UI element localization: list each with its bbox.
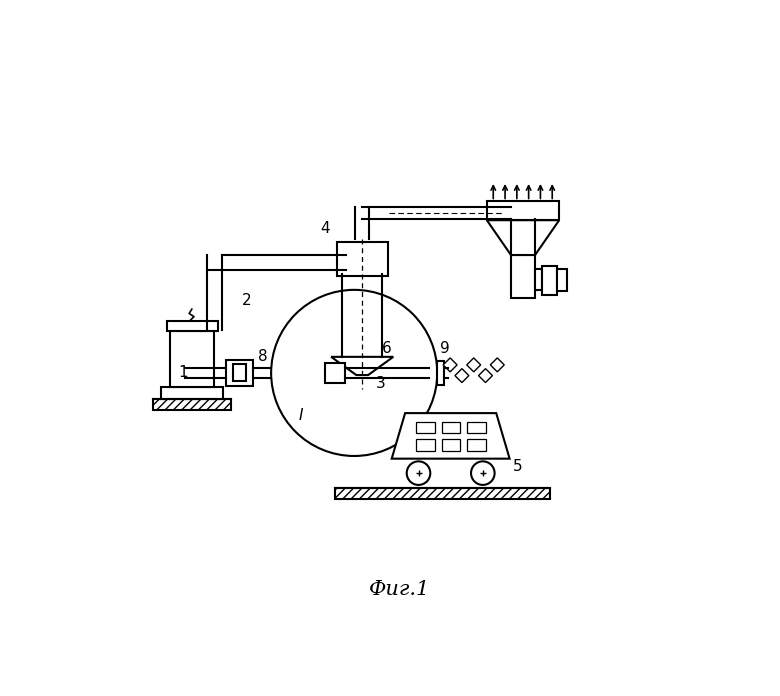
Bar	[541, 266, 556, 295]
Text: 5: 5	[512, 459, 523, 474]
Bar	[441, 422, 460, 434]
Circle shape	[471, 461, 495, 485]
Bar	[416, 422, 434, 434]
Text: 8: 8	[258, 349, 268, 364]
Polygon shape	[466, 358, 480, 372]
Text: 2: 2	[243, 293, 252, 308]
Bar	[416, 439, 434, 450]
Bar	[487, 201, 559, 220]
Polygon shape	[443, 358, 457, 372]
Bar	[438, 361, 444, 385]
Text: Фиг.1: Фиг.1	[369, 580, 431, 599]
Text: I: I	[299, 409, 303, 423]
Polygon shape	[479, 369, 492, 383]
Circle shape	[406, 461, 431, 485]
Bar	[441, 439, 460, 450]
Bar	[511, 255, 535, 298]
Bar	[167, 321, 218, 331]
Text: 4: 4	[320, 221, 329, 236]
Bar	[153, 399, 231, 411]
Circle shape	[271, 290, 438, 456]
Bar	[161, 387, 223, 399]
Bar	[467, 439, 486, 450]
Polygon shape	[491, 358, 504, 372]
Text: 6: 6	[381, 341, 392, 356]
Bar	[335, 488, 550, 500]
Bar	[337, 242, 388, 276]
Text: 9: 9	[441, 341, 450, 356]
Polygon shape	[392, 413, 509, 459]
Bar	[225, 360, 254, 386]
Bar	[535, 269, 541, 290]
Polygon shape	[332, 357, 393, 375]
Text: 1: 1	[178, 365, 187, 381]
Bar	[467, 422, 486, 434]
Text: 3: 3	[376, 376, 386, 391]
Bar	[324, 363, 345, 383]
Polygon shape	[455, 369, 469, 383]
Bar	[170, 331, 214, 387]
Bar	[233, 364, 246, 381]
Polygon shape	[487, 220, 559, 255]
Bar	[556, 269, 567, 292]
